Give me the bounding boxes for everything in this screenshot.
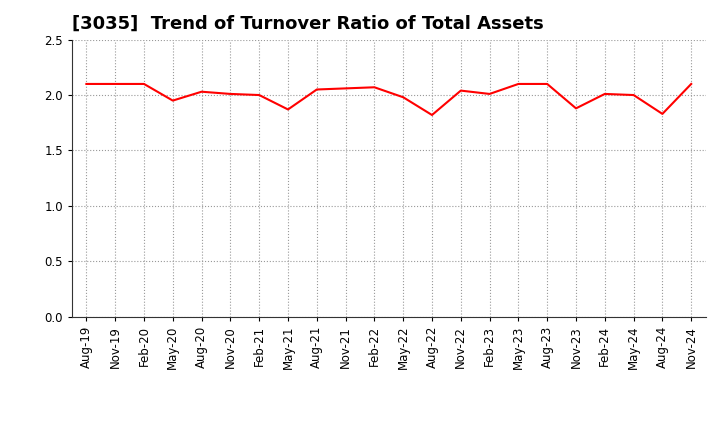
Text: [3035]  Trend of Turnover Ratio of Total Assets: [3035] Trend of Turnover Ratio of Total … [72, 15, 544, 33]
